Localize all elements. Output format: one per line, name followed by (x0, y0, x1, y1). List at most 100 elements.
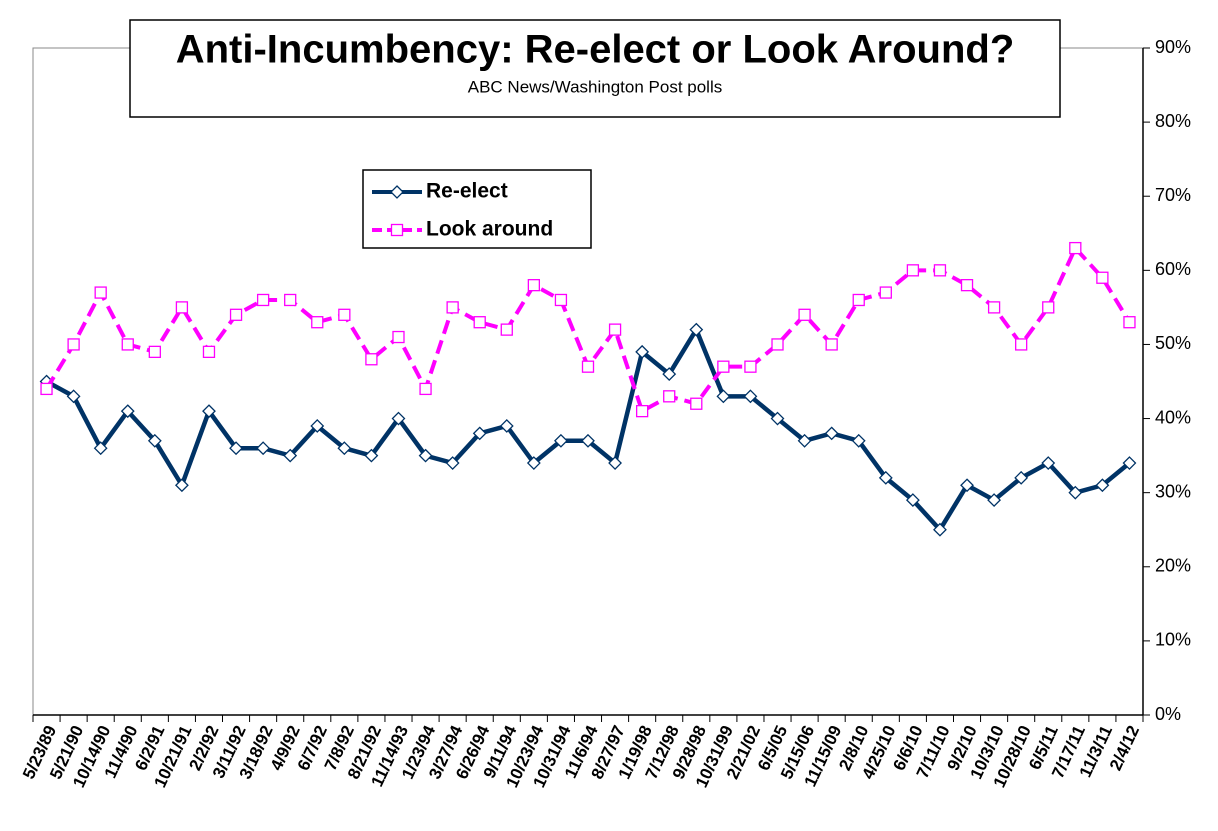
point (256, 441, 271, 456)
point (418, 448, 433, 463)
point (446, 301, 459, 314)
legend-label: Re-elect (426, 180, 508, 203)
point (852, 293, 865, 307)
point (120, 404, 135, 419)
point (202, 404, 216, 419)
point (202, 345, 216, 359)
point (581, 360, 595, 373)
point (390, 185, 404, 199)
point (93, 441, 108, 456)
point (526, 456, 541, 470)
point (284, 293, 297, 307)
point (663, 390, 676, 403)
point (987, 493, 1002, 507)
point (878, 470, 893, 485)
point (744, 360, 757, 373)
y-tick-label: 10% (1155, 630, 1191, 650)
y-tick-label: 70% (1155, 185, 1191, 205)
point (364, 448, 379, 463)
series-line (45, 324, 1131, 534)
plot-area (32, 47, 1144, 716)
point (960, 478, 974, 493)
point (905, 493, 920, 507)
point (662, 367, 677, 382)
point (1068, 485, 1083, 500)
point (608, 456, 622, 470)
point (337, 441, 352, 456)
point (500, 323, 513, 336)
point (283, 448, 298, 463)
point (392, 330, 405, 344)
point (717, 360, 730, 373)
y-tick-label: 50% (1155, 333, 1191, 353)
point (608, 323, 622, 336)
point (906, 264, 920, 277)
point (94, 286, 107, 299)
chart-subtitle: ABC News/Washington Post polls (468, 77, 722, 96)
point (635, 344, 650, 359)
point (1069, 241, 1082, 255)
y-tick-label: 90% (1155, 37, 1191, 57)
point (1041, 456, 1056, 470)
point (743, 389, 758, 404)
point (121, 338, 134, 351)
point (770, 411, 785, 426)
point (879, 286, 892, 299)
y-tick-label: 0% (1155, 704, 1181, 724)
point (338, 308, 351, 321)
y-tick-label: 40% (1155, 407, 1191, 427)
point (1014, 470, 1029, 485)
point (1123, 316, 1136, 329)
point (229, 308, 243, 321)
y-tick-label: 60% (1155, 259, 1191, 279)
point (960, 279, 974, 292)
point (391, 411, 406, 426)
point (771, 338, 784, 351)
point (797, 433, 812, 448)
point (1042, 301, 1055, 314)
point (40, 382, 53, 396)
y-tick-label: 30% (1155, 481, 1191, 501)
point (1095, 478, 1110, 493)
point (933, 522, 947, 537)
point (798, 308, 811, 321)
point (499, 419, 514, 433)
point (390, 223, 404, 237)
point (419, 382, 432, 396)
point (256, 293, 270, 307)
y-tick-label: 20% (1155, 556, 1191, 576)
point (824, 426, 839, 441)
series-line (44, 244, 1132, 415)
point (987, 301, 1001, 314)
title-box (129, 19, 1061, 118)
point (472, 426, 487, 441)
point (473, 316, 486, 329)
y-tick-label: 80% (1155, 111, 1191, 131)
point (690, 397, 703, 410)
point (229, 441, 243, 456)
chart-title: Anti-Incumbency: Re-elect or Look Around… (176, 28, 1015, 72)
point (1122, 456, 1137, 470)
point (716, 389, 731, 404)
point (689, 322, 704, 337)
legend-label: Look around (426, 218, 553, 241)
point (554, 293, 568, 307)
point (554, 433, 568, 448)
point (66, 389, 81, 404)
point (148, 345, 161, 359)
point (825, 338, 838, 351)
point (1015, 338, 1028, 351)
point (581, 433, 595, 448)
point (310, 419, 325, 433)
point (311, 316, 324, 329)
point (635, 404, 649, 418)
point (933, 264, 947, 277)
point (147, 433, 162, 448)
point (67, 338, 80, 351)
point (174, 478, 189, 493)
point (1096, 271, 1109, 284)
point (175, 301, 189, 314)
point (365, 353, 378, 366)
point (527, 279, 541, 292)
